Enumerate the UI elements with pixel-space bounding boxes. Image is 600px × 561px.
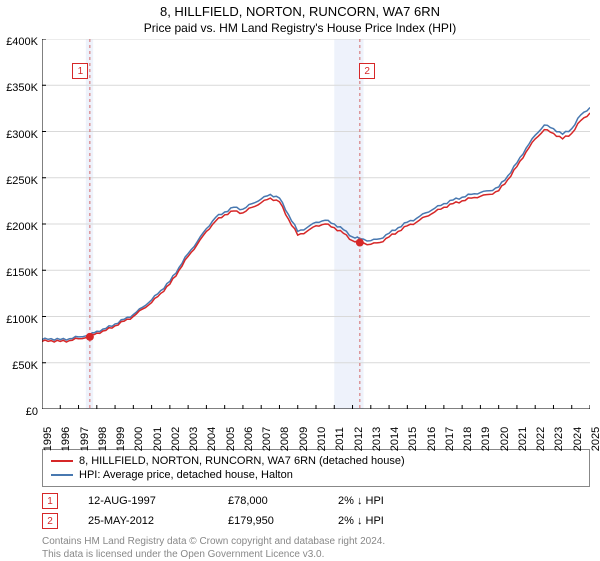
legend: 8, HILLFIELD, NORTON, RUNCORN, WA7 6RN (… xyxy=(42,449,590,487)
x-tick-label: 2015 xyxy=(407,427,419,451)
x-tick-label: 2001 xyxy=(152,427,164,451)
x-tick-label: 2017 xyxy=(444,427,456,451)
x-tick-label: 1995 xyxy=(42,427,54,451)
marker-date: 25-MAY-2012 xyxy=(88,515,198,527)
x-tick-label: 2012 xyxy=(353,427,365,451)
legend-label: 8, HILLFIELD, NORTON, RUNCORN, WA7 6RN (… xyxy=(79,455,405,467)
x-tick-label: 2007 xyxy=(261,427,273,451)
chart-svg xyxy=(42,39,590,409)
x-tick-label: 2008 xyxy=(279,427,291,451)
chart-area: 12 xyxy=(42,39,590,409)
legend-swatch xyxy=(51,474,73,476)
marker-index-box: 1 xyxy=(42,493,58,509)
x-tick-label: 1998 xyxy=(97,427,109,451)
x-tick-label: 2011 xyxy=(334,427,346,451)
x-tick-label: 1996 xyxy=(60,427,72,451)
chart-callout: 2 xyxy=(359,63,375,79)
y-tick-label: £300K xyxy=(6,129,38,141)
marker-price: £179,950 xyxy=(228,515,308,527)
y-tick-label: £0 xyxy=(26,406,38,418)
marker-index-box: 2 xyxy=(42,513,58,529)
legend-item: HPI: Average price, detached house, Halt… xyxy=(51,468,581,482)
marker-table-row: 2 25-MAY-2012 £179,950 2% ↓ HPI xyxy=(42,511,590,531)
footer-attribution: Contains HM Land Registry data © Crown c… xyxy=(42,535,590,561)
x-tick-label: 2014 xyxy=(389,427,401,451)
legend-swatch xyxy=(51,460,73,462)
x-tick-label: 2024 xyxy=(572,427,584,451)
y-tick-label: £200K xyxy=(6,221,38,233)
x-tick-label: 2000 xyxy=(133,427,145,451)
chart-callout: 1 xyxy=(72,63,88,79)
marker-table: 1 12-AUG-1997 £78,000 2% ↓ HPI 2 25-MAY-2012 £… xyxy=(42,491,590,531)
marker-delta: 2% ↓ HPI xyxy=(338,495,384,507)
x-tick-label: 2016 xyxy=(426,427,438,451)
y-tick-label: £100K xyxy=(6,314,38,326)
chart-title: 8, HILLFIELD, NORTON, RUNCORN, WA7 6RN xyxy=(0,0,600,19)
marker-price: £78,000 xyxy=(228,495,308,507)
y-tick-label: £250K xyxy=(6,175,38,187)
marker-table-row: 1 12-AUG-1997 £78,000 2% ↓ HPI xyxy=(42,491,590,511)
x-axis-labels: 1995199619971998199920002001200220032004… xyxy=(42,409,590,445)
x-tick-label: 2005 xyxy=(225,427,237,451)
legend-item: 8, HILLFIELD, NORTON, RUNCORN, WA7 6RN (… xyxy=(51,454,581,468)
x-tick-label: 2013 xyxy=(371,427,383,451)
y-tick-label: £50K xyxy=(12,360,38,372)
x-tick-label: 2003 xyxy=(188,427,200,451)
x-tick-label: 2018 xyxy=(462,427,474,451)
y-tick-label: £400K xyxy=(6,36,38,48)
y-tick-label: £350K xyxy=(6,82,38,94)
x-tick-label: 2022 xyxy=(535,427,547,451)
x-tick-label: 2023 xyxy=(553,427,565,451)
x-tick-label: 2009 xyxy=(298,427,310,451)
y-axis-labels: £0£50K£100K£150K£200K£250K£300K£350K£400… xyxy=(0,42,40,412)
footer-line1: Contains HM Land Registry data © Crown c… xyxy=(42,535,590,548)
x-tick-label: 2010 xyxy=(316,427,328,451)
x-tick-label: 2021 xyxy=(517,427,529,451)
y-tick-label: £150K xyxy=(6,267,38,279)
x-tick-label: 2002 xyxy=(170,427,182,451)
x-tick-label: 2025 xyxy=(590,427,600,451)
x-tick-label: 1999 xyxy=(115,427,127,451)
x-tick-label: 2020 xyxy=(499,427,511,451)
x-tick-label: 1997 xyxy=(79,427,91,451)
marker-delta: 2% ↓ HPI xyxy=(338,515,384,527)
x-tick-label: 2004 xyxy=(206,427,218,451)
x-tick-label: 2019 xyxy=(480,427,492,451)
chart-subtitle: Price paid vs. HM Land Registry's House … xyxy=(0,19,600,39)
marker-date: 12-AUG-1997 xyxy=(88,495,198,507)
footer-line2: This data is licensed under the Open Gov… xyxy=(42,548,590,561)
x-tick-label: 2006 xyxy=(243,427,255,451)
legend-label: HPI: Average price, detached house, Halt… xyxy=(79,469,293,481)
